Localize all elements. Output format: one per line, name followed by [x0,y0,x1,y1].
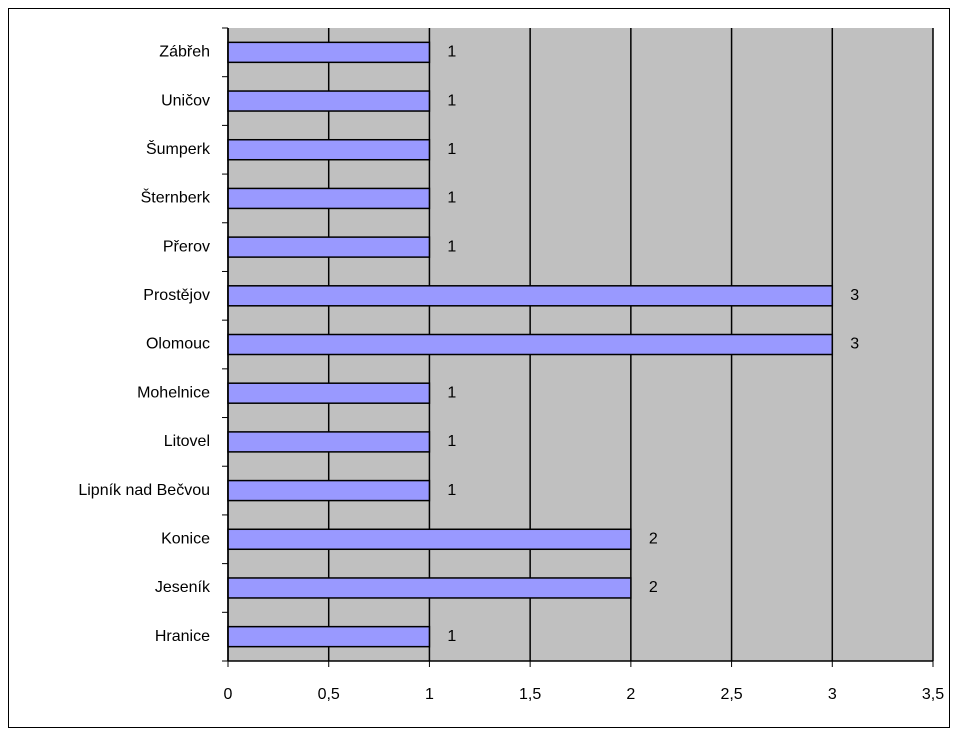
data-label: 2 [649,530,658,547]
y-tick-label: Šumperk [146,139,211,158]
y-tick-label: Konice [161,530,210,547]
bar [227,285,834,307]
bar [227,138,431,161]
data-label: 1 [447,190,456,207]
bar [227,382,431,404]
x-tick-label: 2,5 [720,686,742,703]
y-tick-label: Olomouc [146,336,210,353]
data-label: 1 [447,384,456,401]
data-label: 1 [447,238,456,255]
y-tick-label: Lipník nad Bečvou [78,482,210,499]
x-tick-label: 3 [828,686,837,703]
data-label: 1 [447,482,456,499]
y-tick-label: Uničov [161,92,210,109]
bar [227,90,431,112]
y-tick-label: Zábřeh [159,44,210,61]
y-tick-label: Litovel [164,433,210,450]
x-tick-label: 3,5 [922,686,944,703]
bar [227,528,632,551]
data-label: 1 [447,141,456,158]
bar [227,187,431,210]
data-label: 1 [447,92,456,109]
data-label: 1 [447,628,456,645]
bar [227,236,431,258]
y-tick-label: Přerov [163,238,210,255]
x-tick-label: 0,5 [318,686,340,703]
data-label: 3 [850,336,859,353]
bar [227,577,632,599]
bar [227,333,834,356]
y-tick-label: Jeseník [155,579,211,596]
bar [227,431,431,453]
x-tick-label: 1 [425,686,434,703]
data-label: 1 [447,433,456,450]
bar [227,41,431,64]
y-tick-label: Prostějov [143,287,210,304]
x-tick-label: 1,5 [519,686,541,703]
bar [227,625,431,648]
y-tick-label: Mohelnice [137,384,210,401]
bar [227,479,431,502]
data-label: 2 [649,579,658,596]
x-tick-label: 0 [224,686,233,703]
data-label: 3 [850,287,859,304]
data-label: 1 [447,44,456,61]
y-tick-label: Šternberk [141,188,211,207]
x-tick-label: 2 [626,686,635,703]
y-tick-label: Hranice [155,628,210,645]
